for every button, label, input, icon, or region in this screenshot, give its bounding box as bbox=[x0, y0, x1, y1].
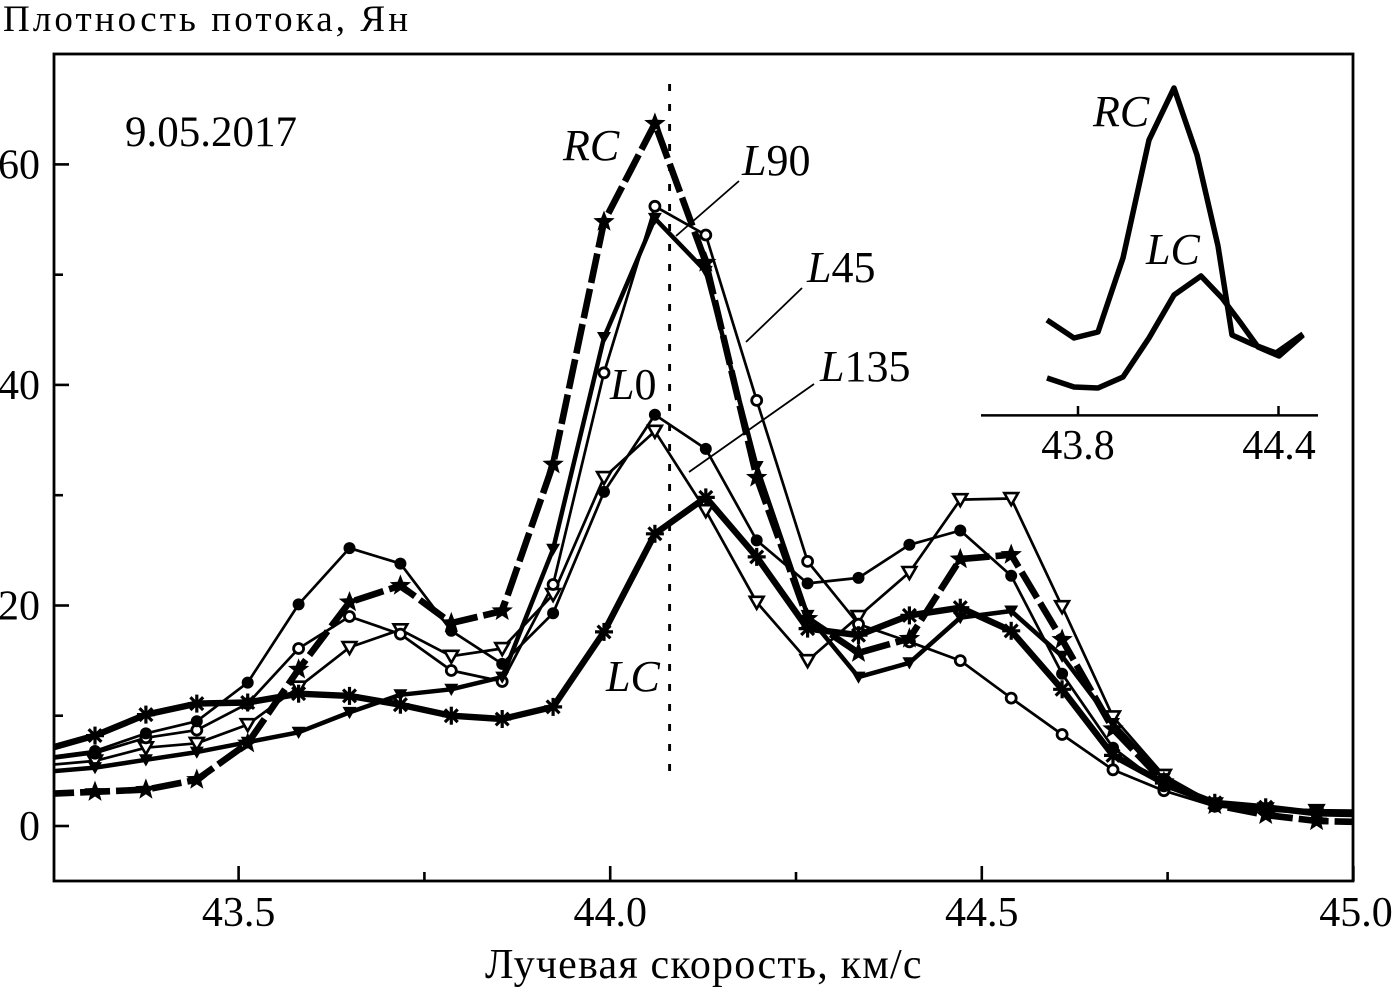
svg-text:9.05.2017: 9.05.2017 bbox=[125, 109, 297, 156]
svg-text:LC: LC bbox=[1145, 225, 1200, 274]
svg-text:45.0: 45.0 bbox=[1319, 890, 1393, 936]
svg-text:RC: RC bbox=[1092, 87, 1150, 136]
svg-text:RC: RC bbox=[562, 121, 620, 170]
svg-text:20: 20 bbox=[0, 583, 40, 629]
svg-text:60: 60 bbox=[0, 142, 40, 188]
svg-text:0: 0 bbox=[19, 804, 40, 850]
svg-text:40: 40 bbox=[0, 363, 40, 409]
svg-text:L0: L0 bbox=[609, 360, 656, 409]
svg-text:44.5: 44.5 bbox=[945, 890, 1019, 936]
svg-text:Плотность потока, Ян: Плотность потока, Ян bbox=[3, 0, 411, 40]
svg-text:44.4: 44.4 bbox=[1242, 423, 1316, 469]
svg-text:L135: L135 bbox=[819, 342, 910, 391]
svg-text:44.0: 44.0 bbox=[573, 890, 647, 936]
svg-text:43.5: 43.5 bbox=[202, 890, 276, 936]
svg-text:L90: L90 bbox=[741, 136, 810, 185]
svg-text:LC: LC bbox=[605, 652, 660, 701]
svg-text:L45: L45 bbox=[806, 243, 875, 292]
svg-text:Лучевая скорость, км/с: Лучевая скорость, км/с bbox=[485, 942, 923, 988]
svg-text:43.8: 43.8 bbox=[1041, 423, 1115, 469]
